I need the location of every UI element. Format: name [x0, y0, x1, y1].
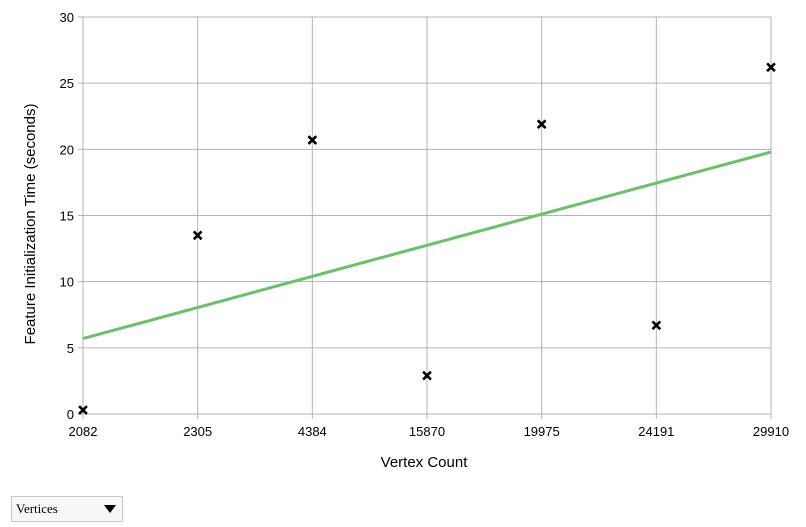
tick-labels: 0 5 10 15 20 25 30 2082 2305 4384 15870 19975 24191 2…: [60, 10, 790, 439]
x-tick-label: 4384: [298, 424, 327, 439]
dropdown-label: Vertices: [16, 501, 58, 516]
x-tick-label: 29910: [753, 424, 789, 439]
y-tick-label: 0: [67, 407, 74, 422]
data-point: [307, 135, 318, 145]
data-points: [78, 62, 776, 415]
y-tick-label: 20: [60, 142, 74, 157]
x-tick-label: 19975: [524, 424, 560, 439]
y-tick-label: 15: [60, 209, 74, 224]
scatter-chart: 0 5 10 15 20 25 30 2082 2305 4384 15870 19975 24191 2…: [22, 10, 790, 471]
vertices-dropdown[interactable]: Vertices: [11, 496, 123, 522]
y-tick-label: 10: [60, 275, 74, 290]
data-point: [536, 119, 547, 130]
x-tick-label: 15870: [409, 424, 445, 439]
x-tick-label: 2305: [183, 424, 212, 439]
y-tick-label: 5: [67, 341, 74, 356]
grid-lines: [78, 16, 772, 419]
data-point: [766, 62, 776, 73]
data-point: [651, 320, 662, 331]
data-point: [422, 370, 432, 381]
trend-line: [82, 150, 772, 341]
x-tick-label: 24191: [638, 424, 674, 439]
data-point: [78, 405, 88, 415]
x-tick-label: 2082: [69, 424, 98, 439]
y-tick-label: 30: [60, 10, 74, 25]
y-tick-label: 25: [60, 76, 74, 91]
x-axis-title: Vertex Count: [381, 454, 469, 471]
chevron-down-icon: [104, 505, 116, 513]
y-axis-title: Feature Initialization Time (seconds): [22, 104, 39, 345]
data-point: [192, 230, 203, 241]
